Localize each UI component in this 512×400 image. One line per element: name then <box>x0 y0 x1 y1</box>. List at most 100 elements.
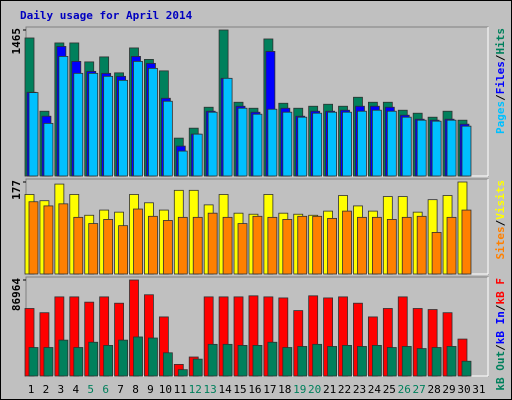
bar <box>43 205 54 275</box>
bar <box>416 348 427 377</box>
bar <box>431 347 442 377</box>
x-tick-label: 15 <box>233 383 246 396</box>
bar <box>371 216 382 275</box>
bar <box>342 210 352 275</box>
bar <box>267 341 278 377</box>
x-tick-label: 26 <box>398 383 411 396</box>
bar <box>58 339 69 377</box>
bar <box>103 345 114 377</box>
bar <box>327 111 338 177</box>
x-tick-label: 20 <box>308 383 321 396</box>
x-tick-label: 12 <box>189 383 202 396</box>
bar <box>88 72 99 177</box>
bar <box>446 216 457 275</box>
bar <box>148 67 158 177</box>
bar <box>162 352 173 377</box>
bar <box>192 216 203 275</box>
x-tick-label: 27 <box>413 383 426 396</box>
bar <box>162 220 173 275</box>
bar <box>312 215 323 275</box>
legend-entry: kB F <box>494 278 507 305</box>
y-tick-label: 86964 <box>10 278 23 311</box>
bar <box>222 216 233 275</box>
bar <box>327 217 338 275</box>
bar <box>297 215 308 275</box>
bar <box>252 113 263 177</box>
bar <box>192 358 203 377</box>
bar <box>371 109 382 177</box>
legend-entry: Hits <box>494 28 507 55</box>
bar <box>357 216 367 275</box>
x-tick-label: 1 <box>28 383 35 396</box>
bar <box>357 110 367 177</box>
bar <box>252 215 263 275</box>
x-tick-label: 21 <box>323 383 336 396</box>
x-tick-label: 28 <box>427 383 440 396</box>
bar <box>282 347 293 377</box>
bar <box>148 337 158 377</box>
bar <box>73 347 84 377</box>
x-tick-label: 6 <box>102 383 109 396</box>
legend-separator: / <box>494 54 507 61</box>
x-tick-label: 16 <box>248 383 261 396</box>
bar <box>58 56 69 177</box>
legend: Sites/Visits <box>494 180 507 260</box>
x-tick-label: 3 <box>58 383 65 396</box>
bar <box>28 201 39 275</box>
bar <box>461 209 472 275</box>
legend-separator: / <box>494 344 507 351</box>
bar <box>177 216 188 275</box>
bar <box>297 346 308 377</box>
legend-entry: Visits <box>494 180 507 220</box>
x-tick-label: 7 <box>117 383 124 396</box>
bar <box>386 110 397 177</box>
bar <box>73 216 84 275</box>
bar <box>222 343 233 377</box>
bar <box>297 116 308 177</box>
legend-separator: / <box>494 94 507 101</box>
legend-entry: Files <box>494 61 507 94</box>
chart-title: Daily usage for April 2014 <box>20 9 193 22</box>
bar <box>237 345 248 377</box>
x-tick-label: 13 <box>204 383 217 396</box>
bar <box>371 345 382 377</box>
bar <box>103 219 114 275</box>
x-tick-label: 14 <box>218 383 232 396</box>
x-tick-label: 19 <box>293 383 306 396</box>
bar <box>312 343 323 377</box>
bar <box>28 347 39 377</box>
x-tick-label: 22 <box>338 383 351 396</box>
bar <box>267 216 278 275</box>
bar <box>43 122 54 177</box>
x-tick-label: 30 <box>457 383 470 396</box>
bar <box>207 111 218 177</box>
bar <box>133 336 143 377</box>
x-tick-label: 29 <box>442 383 455 396</box>
x-tick-label: 4 <box>72 383 79 396</box>
bar <box>401 116 412 177</box>
bar <box>118 79 128 177</box>
x-tick-label: 23 <box>353 383 366 396</box>
bar <box>177 369 188 377</box>
bar <box>461 360 472 377</box>
bar <box>118 225 128 275</box>
x-tick-label: 9 <box>147 383 154 396</box>
bar <box>88 223 99 275</box>
x-tick-label: 11 <box>174 383 187 396</box>
bar <box>386 219 397 275</box>
legend: Pages/Files/Hits <box>494 28 507 134</box>
bar <box>416 119 427 177</box>
bar <box>431 232 442 275</box>
bar <box>342 345 352 377</box>
bar <box>416 215 427 275</box>
bar <box>28 92 39 177</box>
bar <box>133 208 143 275</box>
bar <box>103 75 114 177</box>
x-tick-label: 8 <box>132 383 139 396</box>
y-tick-label: 177 <box>10 180 23 200</box>
bar <box>133 60 143 177</box>
bar <box>282 111 293 177</box>
bar <box>386 347 397 377</box>
bar <box>88 341 99 377</box>
